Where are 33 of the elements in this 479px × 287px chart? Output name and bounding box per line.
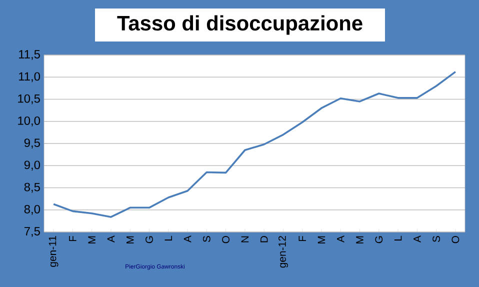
y-tick-label: 9,0 bbox=[24, 160, 40, 171]
x-tick-label: A bbox=[414, 236, 421, 242]
y-tick-label: 11,0 bbox=[19, 72, 40, 82]
x-tick-label: G bbox=[146, 236, 153, 244]
x-tick-label: A bbox=[107, 236, 115, 242]
y-tick-label: 9,5 bbox=[24, 138, 40, 148]
y-tick-label: 7,5 bbox=[24, 227, 40, 237]
x-tick-label: A bbox=[184, 236, 192, 242]
y-tick-label: 8,0 bbox=[24, 204, 40, 215]
y-tick-label: 10,0 bbox=[18, 116, 40, 126]
chart-title: Tasso di disoccupazione bbox=[117, 15, 362, 35]
x-tick-label: A bbox=[337, 236, 344, 242]
x-tick-label: D bbox=[260, 236, 268, 242]
x-tick-label: F bbox=[69, 236, 76, 242]
x-tick-label: G bbox=[375, 236, 383, 244]
x-tick-label: M bbox=[356, 236, 364, 244]
x-tick-label: M bbox=[126, 236, 134, 244]
x-tick-label: N bbox=[241, 236, 249, 242]
y-tick-label: 8,5 bbox=[24, 182, 40, 193]
x-tick-label: M bbox=[88, 236, 96, 244]
x-tick-label: L bbox=[164, 236, 172, 240]
x-tick-label: O bbox=[452, 236, 460, 244]
line-series bbox=[52, 70, 456, 218]
x-tick-label: S bbox=[202, 236, 210, 242]
x-tick-label: M bbox=[318, 236, 326, 244]
x-tick-label: S bbox=[432, 236, 440, 242]
x-tick-label: gen-12 bbox=[278, 236, 288, 268]
x-tick-label: L bbox=[394, 236, 402, 240]
y-tick-label: 11,5 bbox=[19, 50, 40, 60]
x-tick-label: O bbox=[222, 236, 230, 244]
x-tick-label: F bbox=[298, 236, 306, 242]
y-tick-label: 10,5 bbox=[18, 94, 40, 104]
x-tick-label: gen-11 bbox=[48, 236, 58, 267]
